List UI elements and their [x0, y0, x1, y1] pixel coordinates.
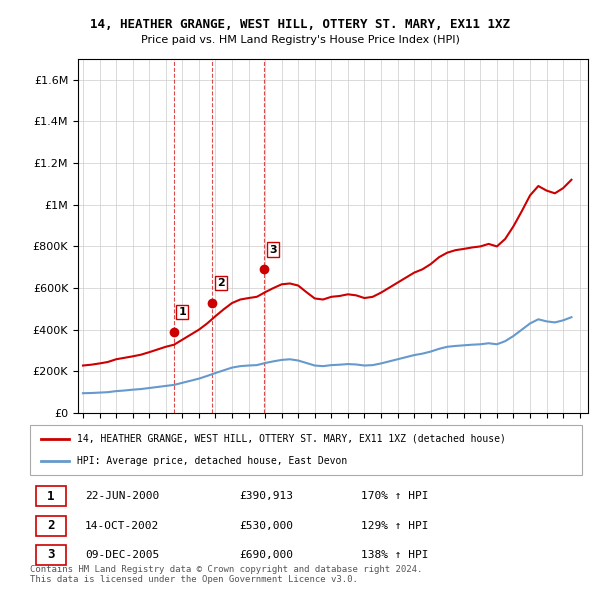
Text: Contains HM Land Registry data © Crown copyright and database right 2024.
This d: Contains HM Land Registry data © Crown c… [30, 565, 422, 584]
Text: 14, HEATHER GRANGE, WEST HILL, OTTERY ST. MARY, EX11 1XZ (detached house): 14, HEATHER GRANGE, WEST HILL, OTTERY ST… [77, 434, 506, 444]
FancyBboxPatch shape [35, 545, 66, 565]
Text: £690,000: £690,000 [240, 550, 294, 560]
Text: 1: 1 [179, 307, 186, 317]
Text: 09-DEC-2005: 09-DEC-2005 [85, 550, 160, 560]
Text: 14-OCT-2002: 14-OCT-2002 [85, 520, 160, 530]
Text: 2: 2 [217, 278, 224, 288]
Text: 2: 2 [47, 519, 55, 532]
Text: 3: 3 [269, 245, 277, 255]
Text: 14, HEATHER GRANGE, WEST HILL, OTTERY ST. MARY, EX11 1XZ: 14, HEATHER GRANGE, WEST HILL, OTTERY ST… [90, 18, 510, 31]
Text: 3: 3 [47, 549, 55, 562]
Text: 129% ↑ HPI: 129% ↑ HPI [361, 520, 428, 530]
Text: 138% ↑ HPI: 138% ↑ HPI [361, 550, 428, 560]
FancyBboxPatch shape [35, 516, 66, 536]
FancyBboxPatch shape [35, 486, 66, 506]
Text: 22-JUN-2000: 22-JUN-2000 [85, 491, 160, 502]
Text: HPI: Average price, detached house, East Devon: HPI: Average price, detached house, East… [77, 456, 347, 466]
Text: 170% ↑ HPI: 170% ↑ HPI [361, 491, 428, 502]
Text: £530,000: £530,000 [240, 520, 294, 530]
Text: Price paid vs. HM Land Registry's House Price Index (HPI): Price paid vs. HM Land Registry's House … [140, 35, 460, 45]
Text: £390,913: £390,913 [240, 491, 294, 502]
Text: 1: 1 [47, 490, 55, 503]
FancyBboxPatch shape [30, 425, 582, 475]
